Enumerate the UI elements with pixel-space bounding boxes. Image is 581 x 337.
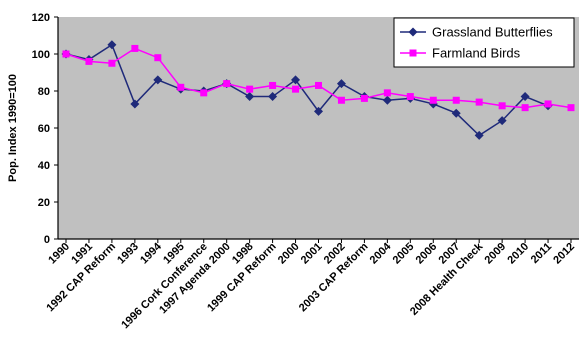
x-tick-label: 2011 (529, 241, 554, 266)
x-tick-label: 1994 (138, 240, 164, 266)
y-tick-label: 60 (38, 123, 50, 135)
data-point (108, 59, 116, 67)
data-point (314, 106, 323, 116)
y-axis: 0 20 40 60 80 100 120 (32, 12, 59, 246)
x-tick-label: 2005 (391, 241, 417, 267)
data-point (177, 83, 185, 91)
data-point (154, 54, 162, 62)
legend-label: Farmland Birds (432, 46, 521, 61)
data-point (360, 94, 368, 102)
data-point (130, 99, 140, 109)
x-tick-label: 2004 (368, 240, 394, 266)
data-point (85, 57, 93, 65)
data-point (153, 75, 163, 85)
data-point (451, 108, 461, 118)
x-tick-label: 1993 (115, 241, 141, 267)
legend-box (393, 17, 575, 68)
data-point (245, 92, 255, 102)
data-point (315, 81, 322, 89)
data-point (474, 130, 484, 140)
data-point (544, 100, 552, 108)
y-tick-label: 0 (44, 234, 50, 246)
data-point (382, 95, 392, 105)
data-point (268, 92, 278, 102)
data-point (497, 116, 507, 126)
x-tick-label: 2010 (505, 241, 531, 267)
data-point (246, 85, 254, 93)
x-tick-label: 2001 (299, 241, 325, 267)
legend: Grassland Butterflies Farmland Birds (393, 17, 575, 68)
series-layer (61, 40, 575, 140)
data-point (383, 89, 391, 97)
data-point (452, 96, 460, 104)
data-point (107, 40, 117, 50)
data-point (498, 102, 506, 110)
x-tick-label: 2012 (551, 241, 577, 267)
data-point (223, 80, 231, 88)
series-line (65, 43, 549, 137)
data-point (429, 96, 437, 104)
x-tick-label: 2006 (414, 241, 440, 267)
data-point (475, 98, 483, 106)
data-point (337, 96, 345, 104)
series-1 (62, 44, 575, 112)
y-tick-label: 20 (38, 197, 50, 209)
data-point (567, 104, 575, 112)
legend-label: Grassland Butterflies (432, 25, 553, 40)
y-axis-label: Pop. Index 1990=100 (7, 74, 19, 182)
data-point (406, 93, 414, 101)
legend-marker (409, 49, 417, 57)
data-point (291, 75, 301, 85)
x-tick-label: 2009 (482, 241, 508, 267)
y-tick-label: 40 (38, 160, 50, 172)
x-tick-label: 2000 (276, 241, 302, 267)
data-point (336, 79, 346, 89)
x-tick-label: 1990 (46, 241, 72, 267)
data-point (62, 50, 70, 58)
y-tick-label: 80 (38, 86, 50, 98)
data-point (131, 44, 139, 52)
data-point (292, 85, 300, 93)
data-point (269, 81, 277, 89)
y-tick-label: 100 (32, 49, 50, 61)
legend-marker (408, 27, 418, 37)
data-point (521, 104, 529, 112)
data-point (200, 89, 208, 97)
data-point (520, 92, 530, 102)
y-tick-label: 120 (32, 12, 50, 24)
